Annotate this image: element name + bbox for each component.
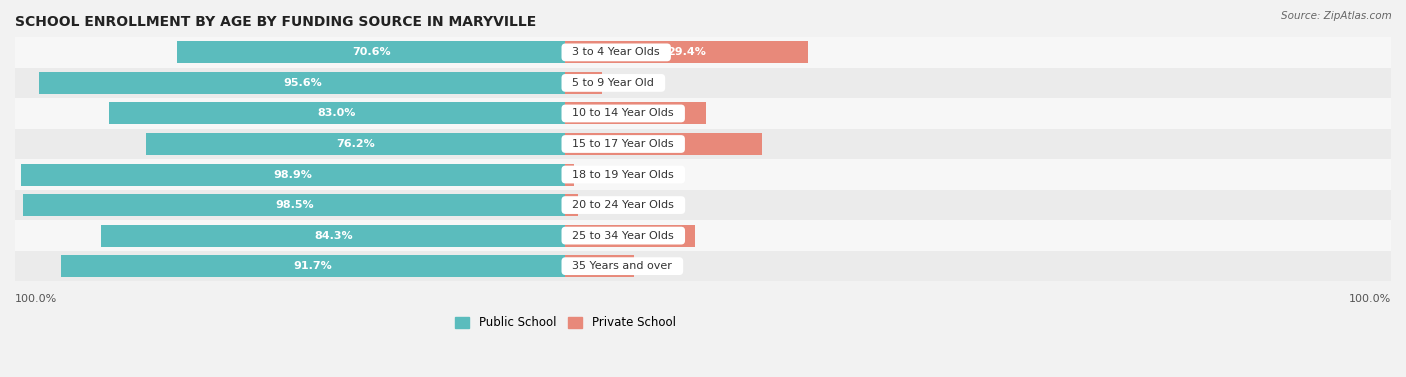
Text: 29.4%: 29.4% [668, 48, 706, 57]
Bar [15, 67, 1391, 98]
Bar [565, 225, 695, 247]
Text: 15.7%: 15.7% [612, 231, 650, 241]
Bar [15, 220, 1391, 251]
Text: 18 to 19 Year Olds: 18 to 19 Year Olds [565, 170, 681, 179]
Bar [565, 255, 634, 277]
Bar [24, 194, 565, 216]
Text: 91.7%: 91.7% [294, 261, 332, 271]
Bar [15, 159, 1391, 190]
Text: 98.5%: 98.5% [276, 200, 314, 210]
Bar [565, 103, 706, 124]
Bar [15, 251, 1391, 281]
Bar [108, 103, 565, 124]
Bar [565, 194, 578, 216]
Text: 70.6%: 70.6% [352, 48, 391, 57]
Bar [21, 164, 565, 185]
Text: 1.5%: 1.5% [592, 200, 623, 210]
Bar [565, 164, 575, 185]
Bar [39, 72, 565, 94]
Text: 15 to 17 Year Olds: 15 to 17 Year Olds [565, 139, 681, 149]
Bar [565, 133, 762, 155]
Text: 76.2%: 76.2% [336, 139, 375, 149]
Bar [565, 72, 602, 94]
Bar [60, 255, 565, 277]
Text: 17.0%: 17.0% [616, 109, 655, 118]
Text: 83.0%: 83.0% [318, 109, 356, 118]
Text: 20 to 24 Year Olds: 20 to 24 Year Olds [565, 200, 682, 210]
Text: 10 to 14 Year Olds: 10 to 14 Year Olds [565, 109, 681, 118]
Bar [101, 225, 565, 247]
Text: 84.3%: 84.3% [314, 231, 353, 241]
Bar [565, 41, 808, 63]
Bar [15, 98, 1391, 129]
Text: 8.3%: 8.3% [648, 261, 679, 271]
Legend: Public School, Private School: Public School, Private School [456, 316, 676, 329]
Text: Source: ZipAtlas.com: Source: ZipAtlas.com [1281, 11, 1392, 21]
Bar [177, 41, 565, 63]
Text: 25 to 34 Year Olds: 25 to 34 Year Olds [565, 231, 681, 241]
Text: 98.9%: 98.9% [274, 170, 312, 179]
Text: 100.0%: 100.0% [15, 294, 58, 303]
Text: 3 to 4 Year Olds: 3 to 4 Year Olds [565, 48, 666, 57]
Text: 1.1%: 1.1% [588, 170, 619, 179]
Text: 23.8%: 23.8% [644, 139, 683, 149]
Bar [15, 37, 1391, 67]
Bar [15, 129, 1391, 159]
Text: 95.6%: 95.6% [283, 78, 322, 88]
Text: 5 to 9 Year Old: 5 to 9 Year Old [565, 78, 661, 88]
Text: 4.4%: 4.4% [616, 78, 647, 88]
Bar [146, 133, 565, 155]
Bar [15, 190, 1391, 220]
Text: 100.0%: 100.0% [1348, 294, 1391, 303]
Text: SCHOOL ENROLLMENT BY AGE BY FUNDING SOURCE IN MARYVILLE: SCHOOL ENROLLMENT BY AGE BY FUNDING SOUR… [15, 15, 536, 29]
Text: 35 Years and over: 35 Years and over [565, 261, 679, 271]
